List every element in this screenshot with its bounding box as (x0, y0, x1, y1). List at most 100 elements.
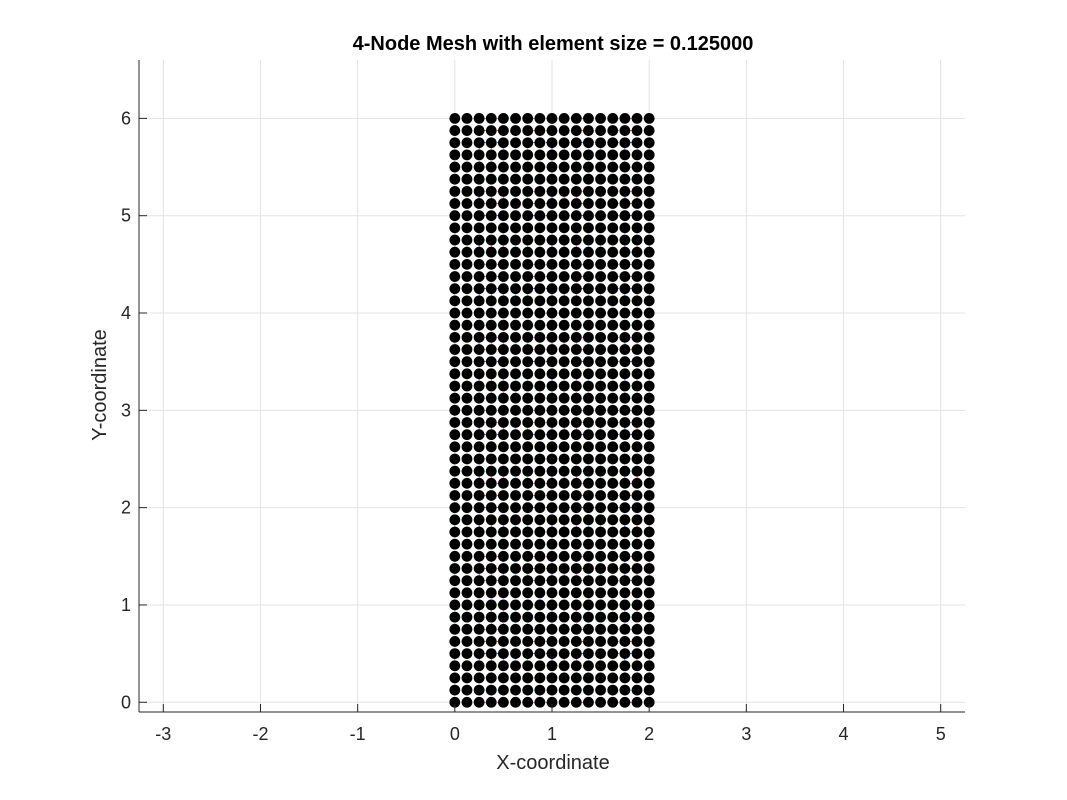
mesh-node (607, 234, 619, 246)
mesh-node (510, 258, 521, 270)
mesh-node (449, 161, 461, 173)
mesh-node (558, 392, 570, 404)
mesh-node (449, 477, 461, 489)
mesh-node (498, 161, 509, 173)
mesh-node (631, 453, 643, 465)
mesh-node (619, 696, 631, 708)
y-tick-label: 1 (121, 595, 131, 615)
mesh-node (461, 648, 473, 660)
mesh-node (595, 429, 606, 441)
mesh-node (583, 234, 594, 246)
mesh-node (522, 198, 534, 209)
mesh-node (461, 380, 473, 392)
mesh-node (558, 465, 570, 477)
y-tick-label: 5 (121, 206, 131, 226)
mesh-node (546, 149, 558, 161)
mesh-node (631, 502, 643, 514)
mesh-node (461, 319, 473, 331)
mesh-node (583, 538, 594, 550)
mesh-node (522, 636, 534, 647)
mesh-node (546, 404, 558, 416)
mesh-node (498, 307, 509, 319)
mesh-node (461, 404, 473, 416)
mesh-node (570, 161, 582, 173)
mesh-node (534, 429, 546, 441)
mesh-node (546, 392, 558, 404)
mesh-node (498, 295, 509, 307)
mesh-node (583, 502, 594, 514)
mesh-node (498, 319, 509, 331)
mesh-node (473, 441, 485, 453)
mesh-node (595, 611, 606, 623)
mesh-node (510, 526, 521, 538)
mesh-node (546, 283, 558, 295)
mesh-node (485, 684, 497, 696)
mesh-node (570, 149, 582, 161)
mesh-node (583, 575, 594, 587)
mesh-node (485, 380, 497, 392)
mesh-node (631, 477, 643, 489)
mesh-node (546, 453, 558, 465)
mesh-node (461, 271, 473, 282)
mesh-node (595, 538, 606, 550)
mesh-node (546, 550, 558, 562)
mesh-node (473, 344, 485, 355)
mesh-node (522, 283, 534, 295)
mesh-node (485, 283, 497, 295)
mesh-node (558, 648, 570, 660)
mesh-node (558, 380, 570, 392)
mesh-node (583, 404, 594, 416)
mesh-node (473, 660, 485, 672)
mesh-node (473, 392, 485, 404)
mesh-node (558, 404, 570, 416)
mesh-node (498, 368, 509, 380)
mesh-node (570, 636, 582, 647)
mesh-node (643, 344, 655, 355)
mesh-node (473, 222, 485, 234)
mesh-node (570, 283, 582, 295)
mesh-node (522, 575, 534, 587)
mesh-node (546, 538, 558, 550)
mesh-node (546, 599, 558, 611)
mesh-node (631, 380, 643, 392)
mesh-node (619, 538, 631, 550)
mesh-node (522, 599, 534, 611)
mesh-node (570, 210, 582, 222)
mesh-node (473, 283, 485, 295)
mesh-node (631, 623, 643, 635)
mesh-node (461, 465, 473, 477)
mesh-node (570, 550, 582, 562)
mesh-node (498, 441, 509, 453)
mesh-node (558, 453, 570, 465)
mesh-node (643, 453, 655, 465)
x-tick-label: 5 (936, 724, 946, 744)
mesh-node (558, 514, 570, 526)
mesh-node (449, 672, 461, 684)
mesh-node (485, 258, 497, 270)
mesh-node (583, 477, 594, 489)
mesh-node (619, 465, 631, 477)
mesh-node (510, 198, 521, 209)
mesh-node (449, 453, 461, 465)
mesh-node (570, 684, 582, 696)
mesh-node (607, 623, 619, 635)
mesh-node (570, 648, 582, 660)
mesh-node (643, 563, 655, 574)
mesh-node (485, 502, 497, 514)
mesh-node (498, 331, 509, 343)
mesh-node (473, 380, 485, 392)
mesh-node (449, 271, 461, 282)
mesh-node (595, 502, 606, 514)
mesh-node (595, 295, 606, 307)
x-tick-label: 1 (547, 724, 557, 744)
mesh-node (510, 611, 521, 623)
mesh-node (546, 465, 558, 477)
mesh-node (643, 173, 655, 185)
mesh-node (570, 198, 582, 209)
mesh-node (643, 611, 655, 623)
mesh-node (510, 283, 521, 295)
mesh-node (485, 465, 497, 477)
mesh-node (522, 526, 534, 538)
mesh-node (631, 514, 643, 526)
mesh-node (631, 368, 643, 380)
